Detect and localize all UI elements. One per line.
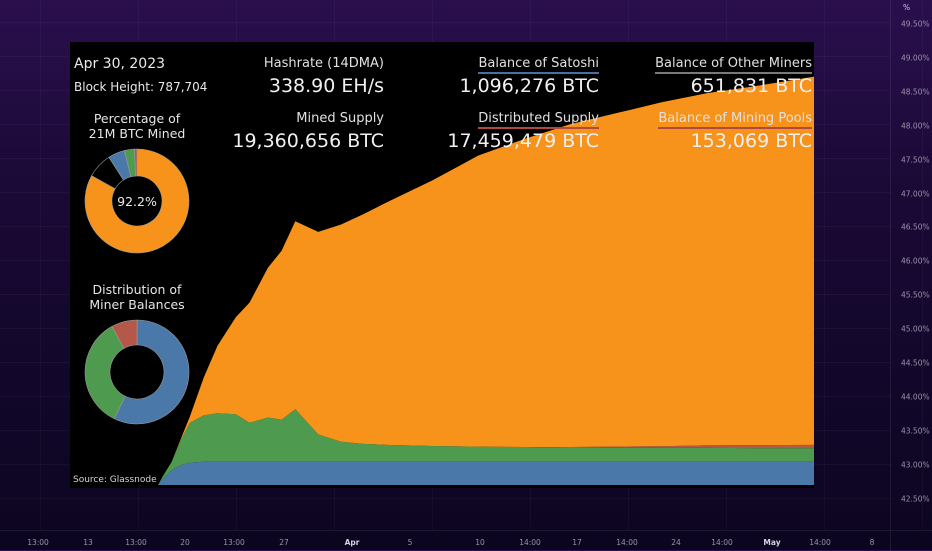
- area-series-distributed-supply: [158, 76, 814, 485]
- satoshi-balance-value: 1,096,276 BTC: [459, 75, 599, 97]
- miners-donut-slice-other-miners: [84, 326, 126, 420]
- other-miners-balance-value: 651,831 BTC: [690, 75, 812, 97]
- y-tick-label: 48.50%: [901, 87, 930, 97]
- area-series-balance-of-satoshi: [158, 461, 814, 485]
- area-series-balance-of-mining-pools: [158, 409, 814, 485]
- y-tick-label: 44.50%: [901, 358, 930, 368]
- x-tick-label: 14:00: [519, 538, 541, 547]
- axis-corner: [890, 530, 932, 551]
- y-tick-label: 46.00%: [901, 256, 930, 266]
- x-tick-label: 14:00: [711, 538, 733, 547]
- x-tick-label: May: [763, 538, 781, 547]
- grid-line-v: [824, 0, 825, 530]
- mined-donut-title-line2: 21M BTC Mined: [88, 126, 186, 141]
- x-tick-label: 20: [180, 538, 190, 547]
- mined-supply-value: 19,360,656 BTC: [232, 130, 384, 152]
- mined-donut-title-line1: Percentage of: [93, 111, 181, 126]
- area-series-balance-of-other-miners: [158, 409, 814, 485]
- y-tick-label: 48.00%: [901, 121, 930, 131]
- x-tick-label: 17: [572, 538, 582, 547]
- x-tick-label: 10: [475, 538, 485, 547]
- x-tick-label: 5: [407, 538, 413, 547]
- y-tick-label: 45.00%: [901, 324, 930, 334]
- x-tick-label: 14:00: [809, 538, 831, 547]
- axis-unit-label: %: [903, 3, 911, 12]
- miners-donut-slice-satoshi: [113, 319, 190, 425]
- mined-donut-slice-distributed: [84, 148, 190, 254]
- x-tick-label: 14:00: [616, 538, 638, 547]
- supply-area-chart: [158, 76, 814, 485]
- miners-donut-title: Distribution of Miner Balances: [70, 282, 207, 312]
- x-tick-label: 13:00: [27, 538, 49, 547]
- hashrate-value: 338.90 EH/s: [268, 75, 384, 97]
- y-tick-label: 43.00%: [901, 460, 930, 470]
- distributed-supply-value: 17,459,479 BTC: [447, 130, 599, 152]
- y-tick-label: 46.50%: [901, 222, 930, 232]
- block-height: Block Height: 787,704: [74, 80, 208, 94]
- y-tick-label: 47.00%: [901, 189, 930, 198]
- x-tick-label: Apr: [344, 538, 360, 547]
- x-tick-label: 27: [279, 538, 289, 547]
- y-tick-label: 45.50%: [901, 290, 930, 300]
- x-tick-label: 24: [671, 538, 681, 547]
- y-tick-label: 44.00%: [901, 392, 930, 402]
- y-tick-label: 49.50%: [901, 19, 930, 29]
- mining-pools-balance-label: Balance of Mining Pools: [658, 111, 812, 129]
- source-note: Source: Glassnode: [73, 475, 157, 485]
- mining-pools-balance-value: 153,069 BTC: [690, 130, 812, 152]
- x-tick-label: 13:00: [223, 538, 245, 547]
- grid-line-h: [0, 22, 890, 23]
- miners-donut-slice-mining-pools: [111, 319, 138, 349]
- mined-supply-label: Mined Supply: [296, 111, 384, 126]
- snapshot-date: Apr 30, 2023: [74, 56, 166, 72]
- bitcoin-supply-panel: Apr 30, 2023 Block Height: 787,704 Hashr…: [70, 42, 814, 488]
- y-tick-label: 49.00%: [901, 53, 930, 63]
- distributed-supply-label: Distributed Supply: [478, 111, 599, 129]
- y-tick-label: 43.50%: [901, 426, 930, 436]
- x-tick-label: 13:00: [125, 538, 147, 547]
- x-tick-label: 13: [83, 538, 93, 547]
- miners-donut-title-line2: Miner Balances: [89, 297, 185, 312]
- mined-donut-title: Percentage of 21M BTC Mined: [70, 111, 207, 141]
- satoshi-balance-label: Balance of Satoshi: [478, 56, 599, 74]
- miners-donut-title-line1: Distribution of: [92, 282, 182, 297]
- x-tick-label: 8: [869, 538, 875, 547]
- price-axis[interactable]: % 49.50% 49.00% 48.50% 48.00% 47.50% 47.00% 46…: [890, 0, 932, 530]
- other-miners-balance-label: Balance of Other Miners: [655, 56, 812, 74]
- mined-percentage-donut: [84, 148, 190, 254]
- time-axis[interactable]: 13:00 13 13:00 20 13:00 27 Apr 5 10 14:00 17 14:00 2…: [0, 530, 890, 551]
- y-tick-label: 42.50%: [901, 494, 930, 504]
- mined-percentage-label: 92.2%: [117, 194, 157, 209]
- miner-balance-donut: [84, 319, 190, 425]
- grid-line-h: [0, 498, 890, 499]
- mined-donut-slice-mining-pools: [134, 148, 138, 177]
- y-tick-label: 47.50%: [901, 155, 930, 165]
- grid-line-v: [40, 0, 41, 530]
- hashrate-label: Hashrate (14DMA): [263, 56, 384, 71]
